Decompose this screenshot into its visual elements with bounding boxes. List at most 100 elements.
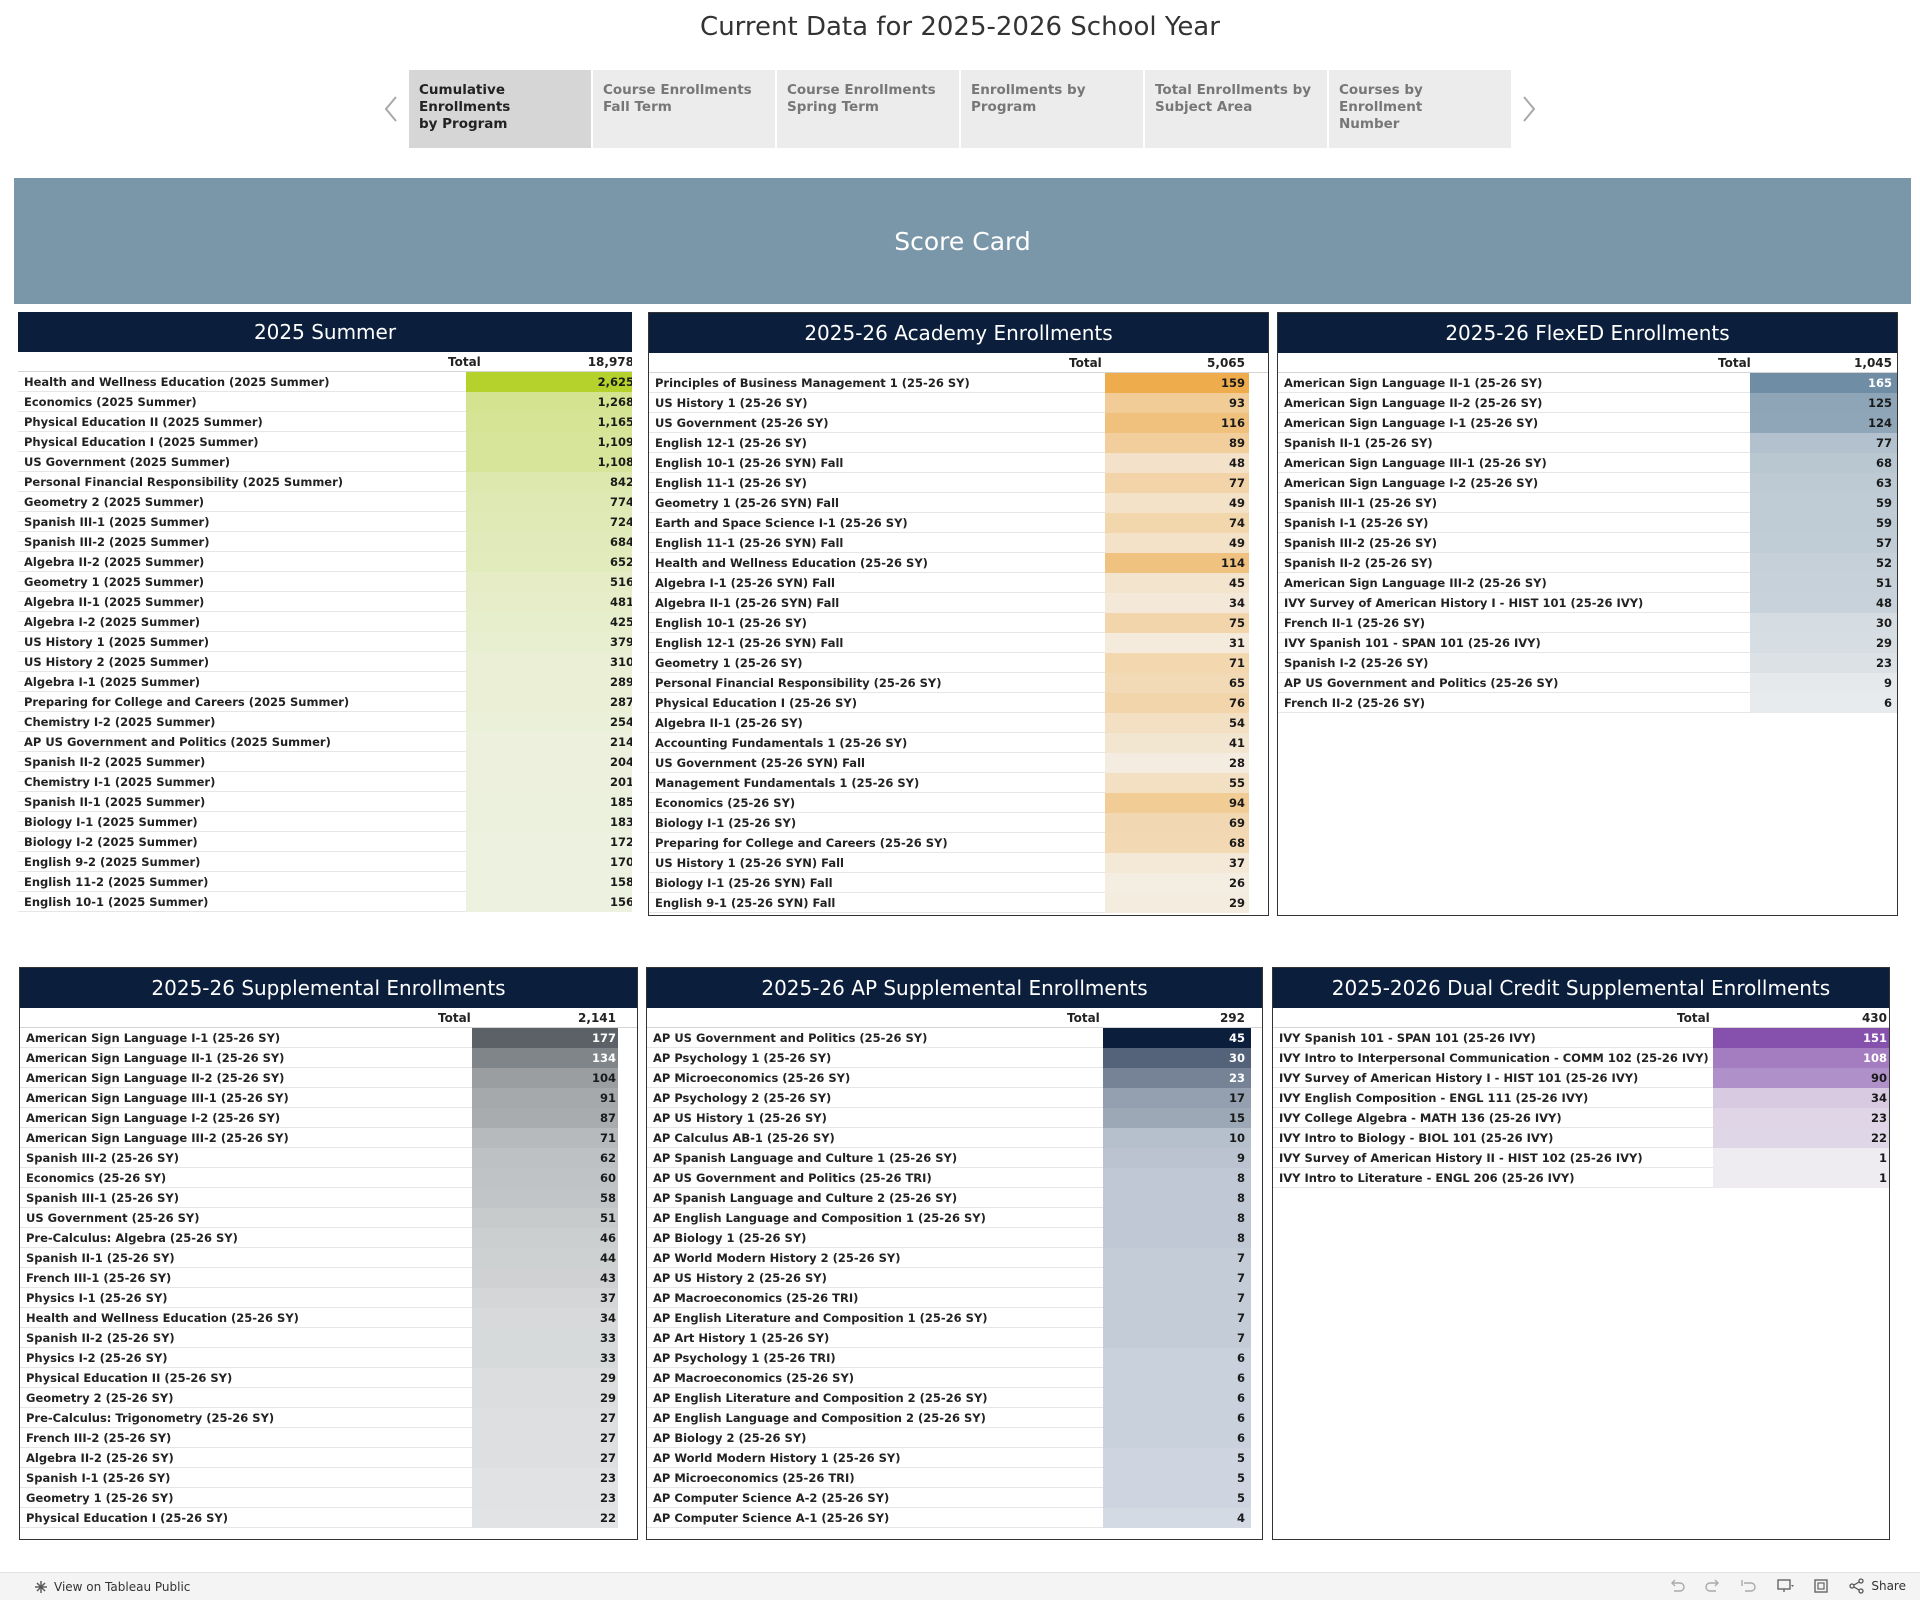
table-row[interactable]: Chemistry I-1 (2025 Summer) 201 <box>18 772 632 792</box>
table-row[interactable]: US History 1 (25-26 SY) 93 <box>649 393 1268 413</box>
tab-cumulative-enrollments-by-program[interactable]: Cumulative Enrollments by Program <box>409 70 591 148</box>
tab-course-enrollments-spring-term[interactable]: Course Enrollments Spring Term <box>777 70 959 148</box>
table-row[interactable]: Chemistry I-2 (2025 Summer) 254 <box>18 712 632 732</box>
table-row[interactable]: Spanish II-2 (25-26 SY) 52 <box>1278 553 1897 573</box>
table-row[interactable]: AP World Modern History 2 (25-26 SY) 7 <box>647 1248 1262 1268</box>
table-row[interactable]: English 10-1 (25-26 SYN) Fall 48 <box>649 453 1268 473</box>
table-row[interactable]: AP US Government and Politics (2025 Summ… <box>18 732 632 752</box>
table-row[interactable]: Preparing for College and Careers (25-26… <box>649 833 1268 853</box>
table-row[interactable]: American Sign Language III-1 (25-26 SY) 6… <box>1278 453 1897 473</box>
table-row[interactable]: IVY Intro to Literature - ENGL 206 (25-2… <box>1273 1168 1889 1188</box>
table-row[interactable]: Biology I-1 (25-26 SY) 69 <box>649 813 1268 833</box>
table-row[interactable]: English 12-1 (25-26 SYN) Fall 31 <box>649 633 1268 653</box>
tab-course-enrollments-fall-term[interactable]: Course Enrollments Fall Term <box>593 70 775 148</box>
table-row[interactable]: Algebra II-2 (25-26 SY) 27 <box>20 1448 637 1468</box>
table-row[interactable]: Spanish III-2 (25-26 SY) 62 <box>20 1148 637 1168</box>
table-row[interactable]: AP Spanish Language and Culture 1 (25-26… <box>647 1148 1262 1168</box>
table-row[interactable]: American Sign Language III-2 (25-26 SY) 5… <box>1278 573 1897 593</box>
table-row[interactable]: AP English Literature and Composition 1 … <box>647 1308 1262 1328</box>
table-row[interactable]: English 10-1 (25-26 SY) 75 <box>649 613 1268 633</box>
table-row[interactable]: Geometry 1 (25-26 SY) 71 <box>649 653 1268 673</box>
table-row[interactable]: Spanish I-2 (25-26 SY) 23 <box>1278 653 1897 673</box>
table-row[interactable]: Geometry 2 (25-26 SY) 29 <box>20 1388 637 1408</box>
table-row[interactable]: AP Microeconomics (25-26 SY) 23 <box>647 1068 1262 1088</box>
table-row[interactable]: Physical Education I (25-26 SY) 76 <box>649 693 1268 713</box>
table-row[interactable]: Economics (25-26 SY) 60 <box>20 1168 637 1188</box>
table-row[interactable]: AP US History 2 (25-26 SY) 7 <box>647 1268 1262 1288</box>
table-row[interactable]: Geometry 2 (2025 Summer) 774 <box>18 492 632 512</box>
table-row[interactable]: French III-1 (25-26 SY) 43 <box>20 1268 637 1288</box>
table-row[interactable]: IVY College Algebra - MATH 136 (25-26 IV… <box>1273 1108 1889 1128</box>
table-row[interactable]: Spanish I-1 (25-26 SY) 59 <box>1278 513 1897 533</box>
table-row[interactable]: IVY Spanish 101 - SPAN 101 (25-26 IVY) 15… <box>1273 1028 1889 1048</box>
table-row[interactable]: Physics I-2 (25-26 SY) 33 <box>20 1348 637 1368</box>
table-row[interactable]: AP Computer Science A-2 (25-26 SY) 5 <box>647 1488 1262 1508</box>
table-row[interactable]: AP Macroeconomics (25-26 TRI) 7 <box>647 1288 1262 1308</box>
table-row[interactable]: AP Psychology 1 (25-26 SY) 30 <box>647 1048 1262 1068</box>
tabs-prev-button[interactable] <box>376 70 406 148</box>
table-row[interactable]: AP English Language and Composition 2 (2… <box>647 1408 1262 1428</box>
tab-total-enrollments-by-subject-area[interactable]: Total Enrollments by Subject Area <box>1145 70 1327 148</box>
table-row[interactable]: English 9-1 (25-26 SYN) Fall 29 <box>649 893 1268 913</box>
redo-icon[interactable] <box>1704 1577 1722 1595</box>
table-row[interactable]: Pre-Calculus: Trigonometry (25-26 SY) 27 <box>20 1408 637 1428</box>
table-row[interactable]: IVY Survey of American History II - HIST… <box>1273 1148 1889 1168</box>
table-row[interactable]: American Sign Language II-1 (25-26 SY) 13… <box>20 1048 637 1068</box>
table-row[interactable]: Geometry 1 (2025 Summer) 516 <box>18 572 632 592</box>
table-row[interactable]: AP Biology 2 (25-26 SY) 6 <box>647 1428 1262 1448</box>
table-row[interactable]: AP US Government and Politics (25-26 SY)… <box>647 1028 1262 1048</box>
table-row[interactable]: AP US History 1 (25-26 SY) 15 <box>647 1108 1262 1128</box>
table-row[interactable]: American Sign Language I-2 (25-26 SY) 63 <box>1278 473 1897 493</box>
table-row[interactable]: Physics I-1 (25-26 SY) 37 <box>20 1288 637 1308</box>
table-row[interactable]: Economics (2025 Summer) 1,268 <box>18 392 632 412</box>
undo-icon[interactable] <box>1668 1577 1686 1595</box>
table-row[interactable]: Spanish III-2 (25-26 SY) 57 <box>1278 533 1897 553</box>
table-row[interactable]: American Sign Language III-2 (25-26 SY) 7… <box>20 1128 637 1148</box>
table-row[interactable]: AP Psychology 2 (25-26 SY) 17 <box>647 1088 1262 1108</box>
table-row[interactable]: American Sign Language I-2 (25-26 SY) 87 <box>20 1108 637 1128</box>
table-row[interactable]: IVY Survey of American History I - HIST … <box>1273 1068 1889 1088</box>
table-row[interactable]: Geometry 1 (25-26 SYN) Fall 49 <box>649 493 1268 513</box>
table-row[interactable]: Spanish III-2 (2025 Summer) 684 <box>18 532 632 552</box>
tab-enrollments-by-program[interactable]: Enrollments by Program <box>961 70 1143 148</box>
view-on-tableau-link[interactable]: View on Tableau Public <box>34 1580 190 1594</box>
table-row[interactable]: Algebra I-1 (2025 Summer) 289 <box>18 672 632 692</box>
table-row[interactable]: Algebra II-1 (2025 Summer) 481 <box>18 592 632 612</box>
table-row[interactable]: AP Computer Science A-1 (25-26 SY) 4 <box>647 1508 1262 1528</box>
table-row[interactable]: US Government (25-26 SY) 116 <box>649 413 1268 433</box>
table-row[interactable]: French III-2 (25-26 SY) 27 <box>20 1428 637 1448</box>
table-row[interactable]: US History 1 (2025 Summer) 379 <box>18 632 632 652</box>
table-row[interactable]: Algebra II-2 (2025 Summer) 652 <box>18 552 632 572</box>
table-row[interactable]: Earth and Space Science I-1 (25-26 SY) 74 <box>649 513 1268 533</box>
table-row[interactable]: American Sign Language III-1 (25-26 SY) 9… <box>20 1088 637 1108</box>
table-row[interactable]: Health and Wellness Education (2025 Summ… <box>18 372 632 392</box>
table-row[interactable]: Spanish III-1 (25-26 SY) 59 <box>1278 493 1897 513</box>
table-row[interactable]: Algebra I-2 (2025 Summer) 425 <box>18 612 632 632</box>
fullscreen-icon[interactable] <box>1812 1577 1830 1595</box>
table-row[interactable]: English 11-1 (25-26 SYN) Fall 49 <box>649 533 1268 553</box>
table-row[interactable]: AP English Literature and Composition 2 … <box>647 1388 1262 1408</box>
table-row[interactable]: Health and Wellness Education (25-26 SY)… <box>649 553 1268 573</box>
table-row[interactable]: Management Fundamentals 1 (25-26 SY) 55 <box>649 773 1268 793</box>
table-row[interactable]: Pre-Calculus: Algebra (25-26 SY) 46 <box>20 1228 637 1248</box>
table-row[interactable]: Spanish I-1 (25-26 SY) 23 <box>20 1468 637 1488</box>
table-row[interactable]: Geometry 1 (25-26 SY) 23 <box>20 1488 637 1508</box>
table-row[interactable]: American Sign Language I-1 (25-26 SY) 124 <box>1278 413 1897 433</box>
tab-courses-by-enrollment-number[interactable]: Courses by Enrollment Number <box>1329 70 1511 148</box>
table-row[interactable]: Spanish III-1 (25-26 SY) 58 <box>20 1188 637 1208</box>
table-row[interactable]: American Sign Language II-1 (25-26 SY) 16… <box>1278 373 1897 393</box>
table-row[interactable]: Algebra II-1 (25-26 SY) 54 <box>649 713 1268 733</box>
table-row[interactable]: English 11-1 (25-26 SY) 77 <box>649 473 1268 493</box>
table-row[interactable]: IVY Intro to Interpersonal Communication… <box>1273 1048 1889 1068</box>
table-row[interactable]: Algebra I-1 (25-26 SYN) Fall 45 <box>649 573 1268 593</box>
table-row[interactable]: US History 2 (2025 Summer) 310 <box>18 652 632 672</box>
revert-icon[interactable] <box>1740 1577 1758 1595</box>
table-row[interactable]: AP Art History 1 (25-26 SY) 7 <box>647 1328 1262 1348</box>
table-row[interactable]: AP Calculus AB-1 (25-26 SY) 10 <box>647 1128 1262 1148</box>
table-row[interactable]: AP World Modern History 1 (25-26 SY) 5 <box>647 1448 1262 1468</box>
table-row[interactable]: AP Psychology 1 (25-26 TRI) 6 <box>647 1348 1262 1368</box>
table-row[interactable]: Economics (25-26 SY) 94 <box>649 793 1268 813</box>
table-row[interactable]: Spanish II-2 (25-26 SY) 33 <box>20 1328 637 1348</box>
table-row[interactable]: Personal Financial Responsibility (25-26… <box>649 673 1268 693</box>
table-row[interactable]: American Sign Language I-1 (25-26 SY) 177 <box>20 1028 637 1048</box>
